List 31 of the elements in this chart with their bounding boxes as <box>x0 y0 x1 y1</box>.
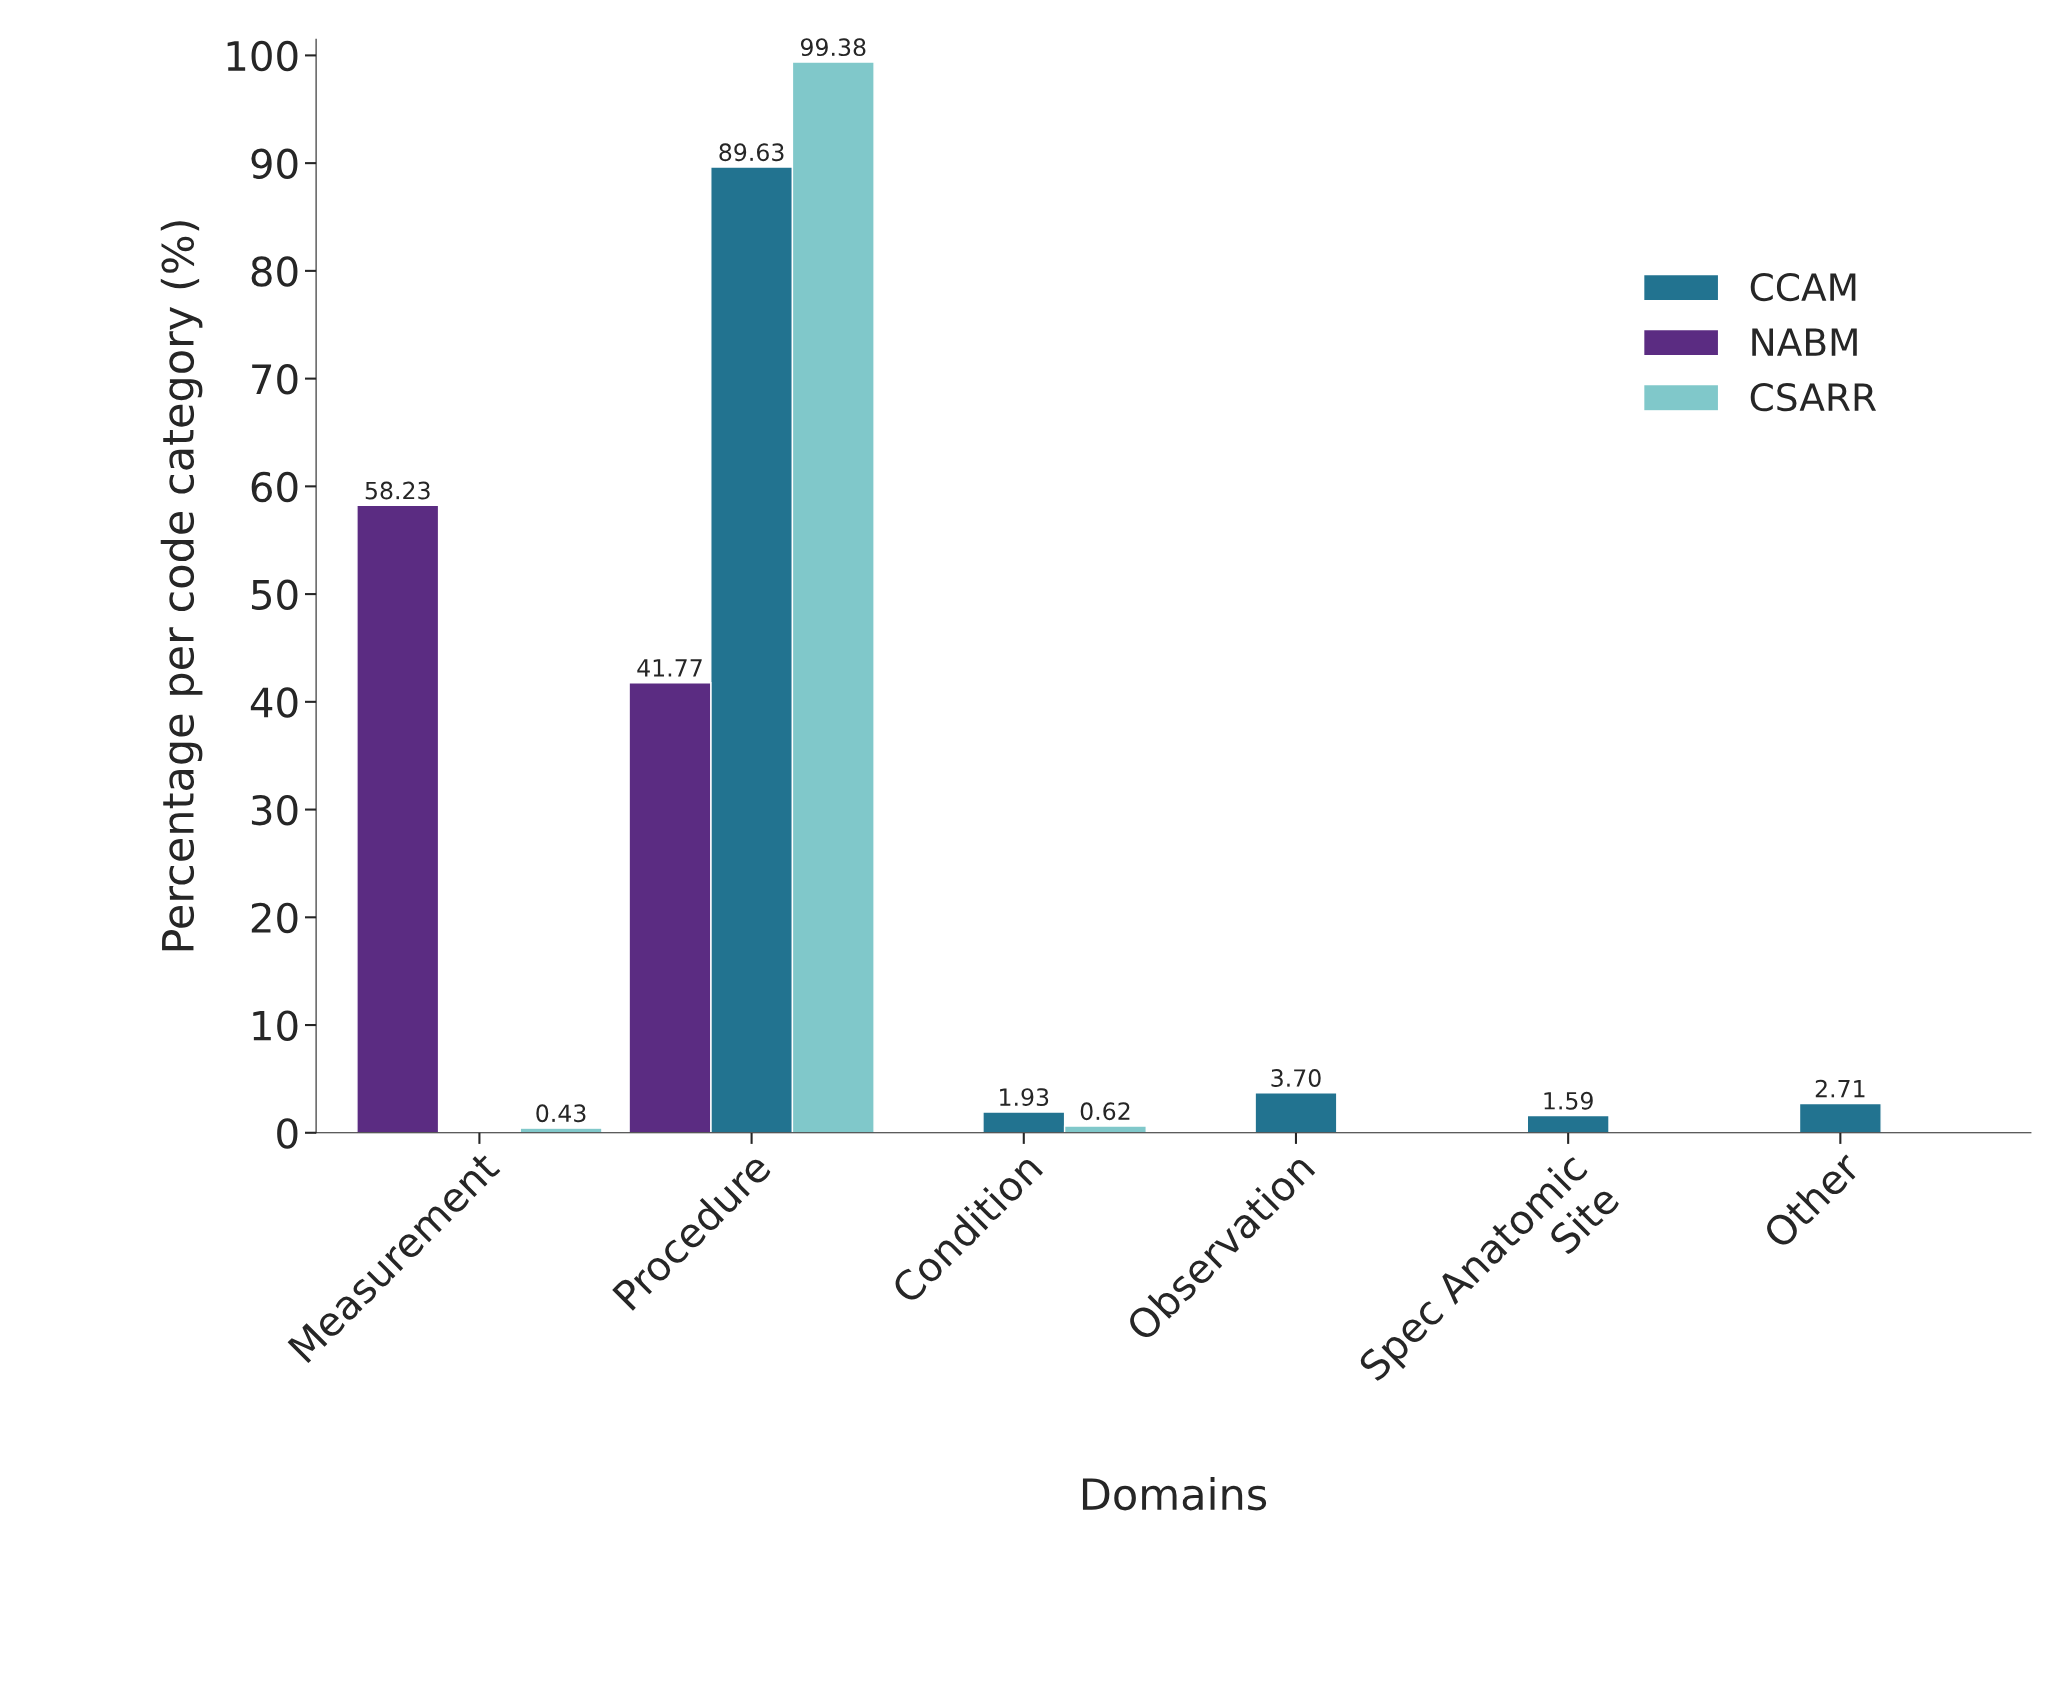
y-tick-label: 90 <box>251 148 298 180</box>
y-tick-label: 50 <box>251 579 298 610</box>
y-tick-label: 70 <box>252 364 298 395</box>
y-tick-label: 40 <box>250 687 298 718</box>
y-tick-label: 80 <box>251 256 298 287</box>
y-tick-label: 0 <box>277 1118 298 1149</box>
data-label: 58.23 <box>365 481 430 500</box>
bar <box>1254 1092 1338 1133</box>
data-label: 0.62 <box>1080 1102 1130 1121</box>
data-label: 2.71 <box>1815 1079 1865 1098</box>
bar <box>356 504 440 1133</box>
data-label: 1.93 <box>1000 1088 1049 1107</box>
bar <box>519 1127 603 1133</box>
legend-label: NABM <box>1752 328 1857 356</box>
y-axis-title: Percentage per code category (%) <box>160 221 203 951</box>
y-tick-label: 10 <box>253 1010 298 1041</box>
x-axis-title: Domains <box>1082 1477 1267 1511</box>
data-label: 0.43 <box>536 1104 586 1123</box>
data-label: 1.59 <box>1544 1091 1593 1110</box>
data-label: 3.70 <box>1271 1069 1321 1087</box>
data-label: 89.63 <box>719 143 784 162</box>
bar <box>1526 1114 1610 1133</box>
y-tick-label: 20 <box>251 902 298 934</box>
y-tick-label: 30 <box>251 794 298 826</box>
data-label: 41.77 <box>637 659 702 677</box>
bar <box>1798 1102 1882 1133</box>
data-label: 99.38 <box>800 38 866 57</box>
y-tick-label: 60 <box>251 471 298 503</box>
legend-label: CCAM <box>1750 272 1856 302</box>
y-tick-label: 100 <box>227 40 298 72</box>
legend-label: CSARR <box>1750 382 1877 412</box>
